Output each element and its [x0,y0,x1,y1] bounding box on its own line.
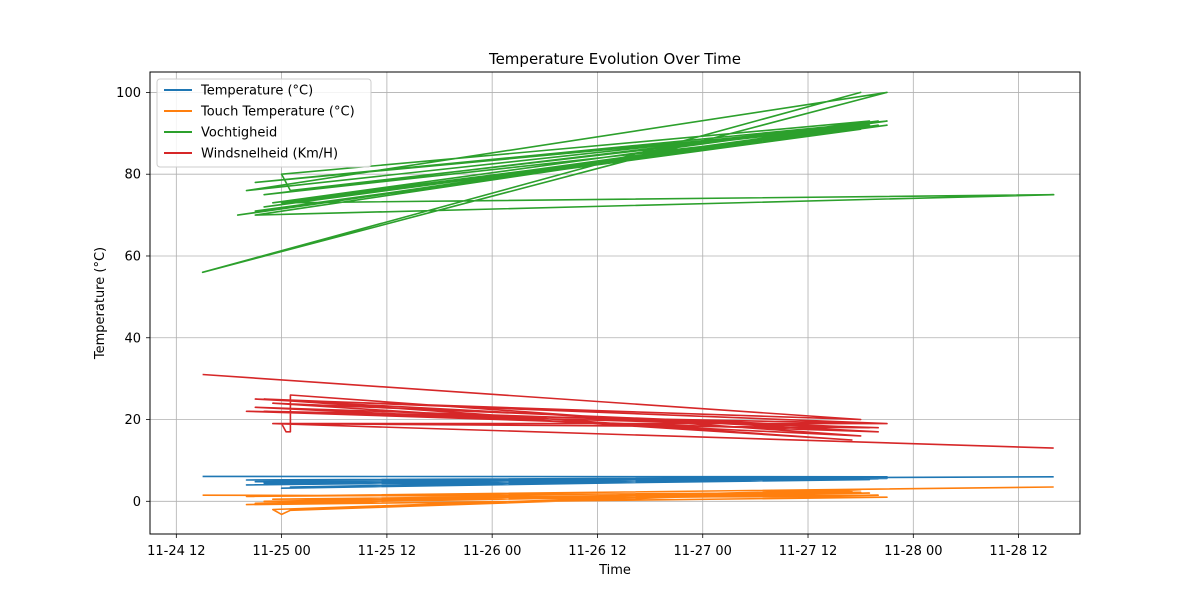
x-axis-label: Time [598,563,631,578]
series-line-2 [201,91,1055,274]
x-tick-label: 11-27 00 [674,544,732,559]
y-tick-label: 100 [116,86,141,101]
y-axis-label: Temperature (°C) [93,247,108,360]
legend: Temperature (°C) Touch Temperature (°C) Vo… [156,78,372,168]
x-tick-label: 11-25 00 [252,544,310,559]
chart-title: Temperature Evolution Over Time [488,50,741,68]
y-tick-label: 40 [124,331,141,346]
x-tick-label: 11-24 12 [147,544,205,559]
x-tick-label: 11-25 12 [358,544,416,559]
x-tick-label: 11-28 00 [884,544,942,559]
x-tick-label: 11-27 12 [779,544,837,559]
series-layer [201,91,1055,516]
series-line-1 [202,486,1054,516]
legend-label-1: Touch Temperature (°C) [200,105,355,120]
x-tick-label: 11-26 00 [463,544,521,559]
y-tick-label: 60 [124,249,141,264]
y-tick-label: 20 [124,413,141,428]
series-line-3 [202,373,1054,449]
ticks: 11-24 12 11-25 00 11-25 12 11-26 00 11-26 12… [116,86,1048,559]
legend-label-3: Windsnelheid (Km/H) [201,147,338,162]
y-tick-label: 80 [124,168,141,183]
series-line-0 [202,475,1054,490]
legend-label-0: Temperature (°C) [200,84,313,99]
plot-frame [149,71,1081,535]
y-tick-label: 0 [133,495,141,510]
legend-label-2: Vochtigheid [201,126,277,141]
x-tick-label: 11-26 12 [568,544,626,559]
legend-box [156,78,372,168]
x-tick-label: 11-28 12 [989,544,1047,559]
